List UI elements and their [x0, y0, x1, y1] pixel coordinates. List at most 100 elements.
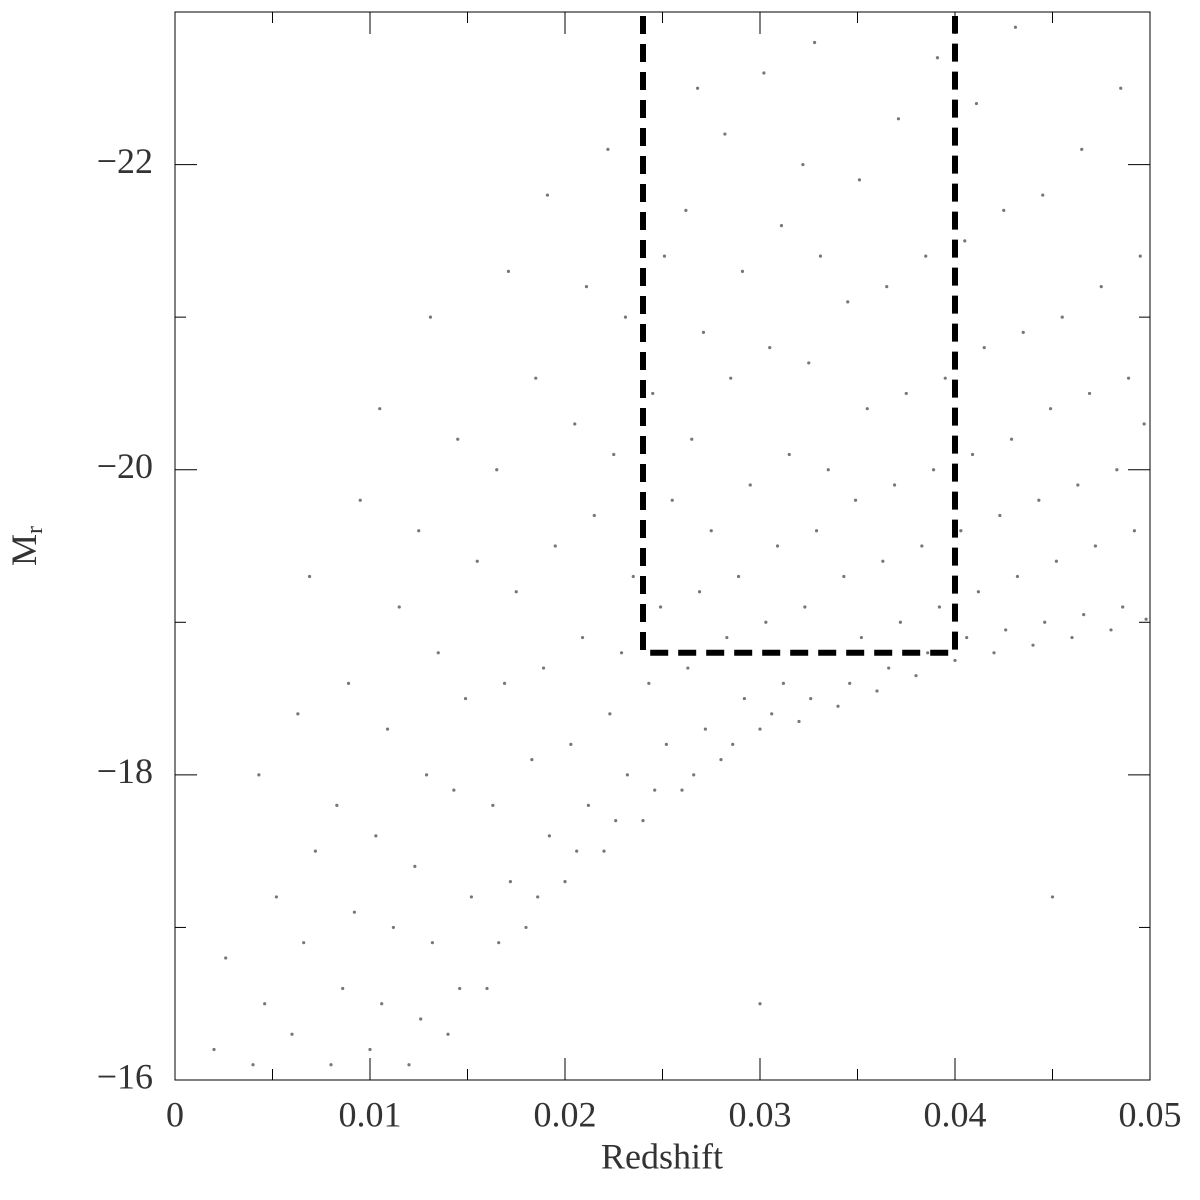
- data-point: [836, 704, 840, 708]
- y-tick-label: −20: [97, 446, 153, 486]
- data-point: [1109, 628, 1113, 632]
- data-point: [1013, 25, 1018, 29]
- y-tick-label: −22: [97, 141, 153, 181]
- data-point: [692, 773, 696, 777]
- data-point: [592, 513, 596, 518]
- data-point: [703, 727, 708, 731]
- data-point: [553, 544, 557, 548]
- data-point: [881, 559, 885, 563]
- data-point: [719, 758, 723, 762]
- data-point: [584, 285, 589, 289]
- data-point: [524, 925, 528, 930]
- x-axis-label: Redshift: [601, 1136, 723, 1176]
- data-point: [506, 269, 511, 273]
- data-point: [723, 132, 727, 136]
- data-point: [797, 719, 801, 724]
- data-point: [419, 1017, 423, 1021]
- data-point: [887, 666, 891, 670]
- data-point: [263, 1002, 267, 1006]
- data-point: [1037, 498, 1041, 502]
- data-point: [586, 803, 591, 807]
- data-point: [684, 208, 688, 212]
- data-point: [848, 681, 852, 685]
- y-label-subscript: r: [22, 526, 48, 534]
- data-point: [690, 437, 694, 441]
- data-point: [397, 605, 401, 609]
- data-point: [1054, 559, 1058, 563]
- data-point: [491, 803, 495, 807]
- data-point: [508, 880, 512, 884]
- data-point: [926, 651, 930, 655]
- y-tick-label: −18: [97, 751, 153, 791]
- data-point: [653, 788, 657, 792]
- data-point: [976, 590, 981, 594]
- data-point: [758, 727, 762, 731]
- data-point: [290, 1032, 294, 1036]
- data-point: [545, 193, 550, 197]
- data-point: [670, 498, 674, 502]
- data-point: [736, 574, 741, 579]
- data-point: [1115, 468, 1119, 472]
- data-point: [725, 635, 729, 640]
- data-point: [534, 376, 538, 380]
- data-point: [623, 315, 628, 319]
- data-point: [647, 681, 651, 685]
- data-point: [335, 803, 339, 807]
- data-point: [1082, 613, 1086, 617]
- data-point: [809, 696, 813, 701]
- data-point: [224, 956, 228, 960]
- y-label-main: M: [4, 534, 44, 566]
- data-point: [814, 529, 819, 533]
- data-point: [803, 605, 807, 609]
- data-point: [374, 834, 378, 838]
- data-point: [1041, 193, 1045, 197]
- data-point: [970, 452, 975, 457]
- data-point: [662, 254, 667, 258]
- data-point: [378, 407, 382, 411]
- data-point: [424, 773, 429, 777]
- data-point: [407, 1063, 411, 1067]
- data-point: [458, 986, 462, 991]
- data-point: [1031, 643, 1035, 647]
- data-point: [762, 71, 766, 75]
- data-point: [436, 651, 440, 655]
- data-point: [495, 468, 499, 472]
- x-tick-label: 0.04: [924, 1094, 987, 1134]
- x-tick-label: 0.01: [339, 1094, 402, 1134]
- data-point: [729, 376, 733, 380]
- data-point: [307, 574, 312, 579]
- data-point: [456, 437, 460, 441]
- x-tick-label: 0.03: [729, 1094, 792, 1134]
- data-point: [943, 376, 947, 380]
- data-point: [530, 758, 534, 762]
- data-point: [1076, 483, 1080, 487]
- data-point: [380, 1002, 384, 1006]
- data-point: [302, 941, 306, 945]
- data-point: [346, 681, 351, 685]
- data-point: [651, 391, 655, 396]
- data-point: [385, 727, 390, 731]
- data-point: [875, 689, 879, 693]
- data-point: [818, 254, 823, 258]
- data-point: [965, 635, 969, 640]
- data-point: [885, 285, 889, 289]
- data-point: [1050, 895, 1055, 899]
- y-axis-label: Mr: [4, 526, 47, 566]
- data-point: [779, 224, 784, 228]
- data-point: [1021, 330, 1025, 334]
- data-point: [1002, 208, 1006, 212]
- data-point: [497, 941, 501, 945]
- data-point: [274, 895, 278, 899]
- data-point: [709, 529, 713, 533]
- data-point: [1142, 422, 1146, 426]
- data-point: [1080, 147, 1084, 151]
- data-point: [641, 819, 645, 823]
- x-tick-label: 0.02: [534, 1094, 597, 1134]
- data-point: [602, 849, 606, 853]
- data-point: [658, 605, 663, 609]
- data-point: [1043, 620, 1047, 624]
- data-point: [982, 346, 986, 350]
- data-point: [251, 1063, 255, 1067]
- data-point: [1121, 605, 1125, 609]
